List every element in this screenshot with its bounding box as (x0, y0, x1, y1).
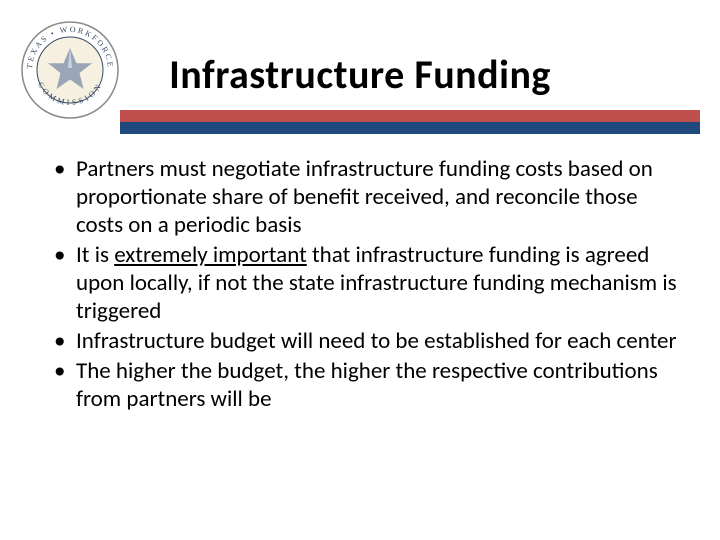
bullet-list: Partners must negotiate infrastructure f… (50, 155, 685, 415)
list-item: Infrastructure budget will need to be es… (50, 327, 685, 355)
accent-bar (120, 110, 700, 134)
list-item: The higher the budget, the higher the re… (50, 357, 685, 413)
accent-bar-red (120, 110, 700, 122)
slide-title: Infrastructure Funding (0, 50, 720, 99)
bullet-text-pre: It is (76, 241, 114, 269)
slide: TEXAS • WORKFORCE COMMISSION Infrastruct… (0, 0, 720, 540)
list-item: It is extremely important that infrastru… (50, 241, 685, 325)
list-item: Partners must negotiate infrastructure f… (50, 155, 685, 239)
bullet-text-underlined: extremely important (114, 241, 307, 269)
accent-bar-blue (120, 122, 700, 134)
